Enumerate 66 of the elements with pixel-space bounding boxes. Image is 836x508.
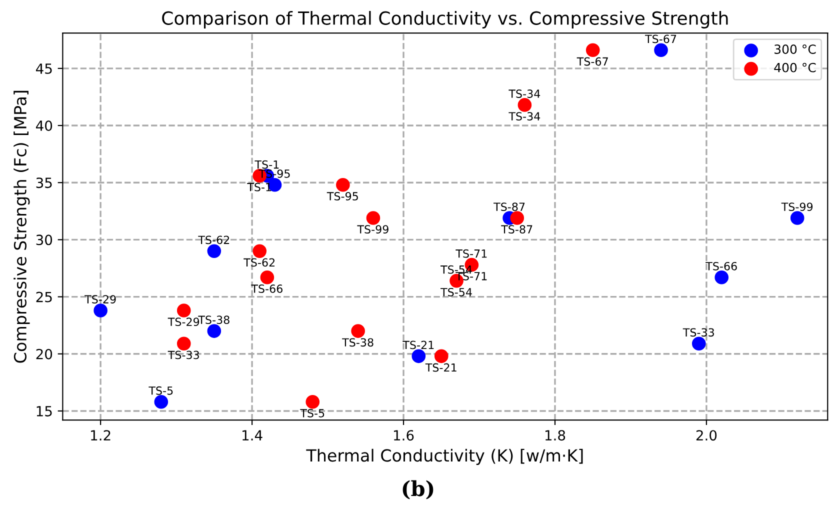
data-label: TS-1 — [254, 160, 279, 169]
data-label: TS-99 — [357, 225, 388, 234]
data-label: TS-67 — [576, 57, 608, 66]
point — [207, 324, 222, 338]
y-tick-label: 45 — [36, 64, 52, 74]
x-axis-title: Thermal Conductivity (K) [w/m·K] — [306, 448, 583, 465]
y-axis-title: Compressive Strength (Fc) [MPa] — [14, 90, 30, 363]
point — [176, 336, 191, 351]
x-tick-label: 1.8 — [545, 430, 566, 441]
legend-label: 400 °C — [774, 62, 816, 72]
point — [252, 244, 267, 258]
x-tick-label: 1.6 — [394, 430, 414, 441]
annotation: TS-54 — [440, 265, 472, 274]
point — [306, 394, 320, 409]
y-tick-label: 20 — [36, 348, 52, 360]
point — [366, 211, 380, 225]
data-label: TS-33 — [682, 328, 714, 337]
point — [260, 270, 274, 284]
y-tick-label: 30 — [36, 234, 52, 246]
data-label: TS-5 — [300, 408, 324, 418]
x-tick-label: 2.0 — [696, 430, 717, 441]
data-label: TS-87 — [501, 225, 532, 234]
chart-title: Comparison of Thermal Conductivity vs. Compressive Strength — [162, 10, 728, 28]
point — [790, 211, 804, 225]
data-label: TS-67 — [644, 34, 676, 44]
annotation: TS-34 — [508, 90, 540, 98]
data-label: TS-29 — [84, 295, 116, 304]
legend-label: 300 °C — [774, 44, 816, 54]
point — [654, 43, 668, 58]
data-label: TS-66 — [706, 262, 737, 270]
y-tick-label: 40 — [36, 120, 52, 131]
data-label: TS-87 — [494, 202, 525, 211]
point — [154, 394, 168, 409]
point — [336, 178, 350, 192]
data-label: TS-38 — [342, 338, 374, 347]
data-label: TS-62 — [198, 236, 230, 244]
data-label: TS-21 — [425, 363, 456, 372]
y-tick-label: 25 — [36, 292, 52, 302]
data-label: TS-62 — [244, 258, 274, 267]
y-tick-label: 35 — [36, 178, 52, 188]
data-label: TS-33 — [168, 350, 199, 360]
x-tick-label: 1.2 — [91, 430, 110, 440]
data-label: TS-54 — [440, 288, 472, 296]
data-label: TS-99 — [781, 202, 813, 211]
point — [94, 304, 108, 318]
point — [714, 270, 729, 284]
data-label: TS-21 — [402, 340, 434, 350]
data-label: TS-34 — [508, 112, 540, 121]
data-label: TS-95 — [326, 192, 358, 200]
point — [434, 349, 448, 364]
data-label: TS-38 — [198, 316, 230, 324]
data-label: TS-66 — [251, 284, 282, 293]
point — [692, 336, 706, 351]
point — [510, 211, 524, 225]
point — [586, 43, 600, 58]
point — [207, 244, 222, 258]
text: (b) — [402, 480, 434, 500]
x-tick-label: 1.4 — [242, 430, 262, 440]
point — [518, 98, 532, 112]
annotation: TS-71 — [456, 249, 487, 258]
point — [412, 349, 426, 364]
y-tick-label: 15 — [36, 406, 52, 416]
point — [351, 324, 365, 338]
data-label: TS-29 — [168, 318, 200, 326]
data-label: TS-5 — [148, 386, 173, 395]
point — [176, 304, 191, 318]
